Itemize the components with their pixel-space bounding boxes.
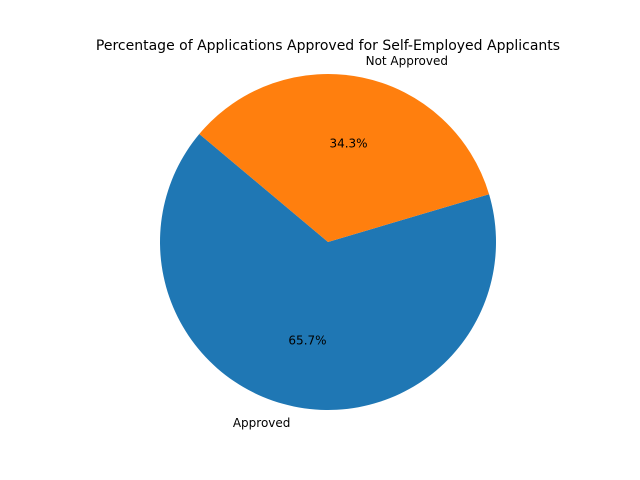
pie-slice-approved	[160, 134, 497, 410]
slice-label-not-approved: Not Approved	[366, 54, 448, 68]
pie-slices	[160, 73, 497, 410]
pie-labels: Approved 65.7% Not Approved 34.3%	[233, 54, 448, 430]
pct-label-approved: 65.7%	[288, 334, 326, 348]
pct-label-not-approved: 34.3%	[329, 136, 367, 150]
chart-title: Percentage of Applications Approved for …	[96, 38, 560, 54]
slice-label-approved: Approved	[233, 416, 291, 430]
pie-slice-not-approved	[199, 73, 490, 242]
